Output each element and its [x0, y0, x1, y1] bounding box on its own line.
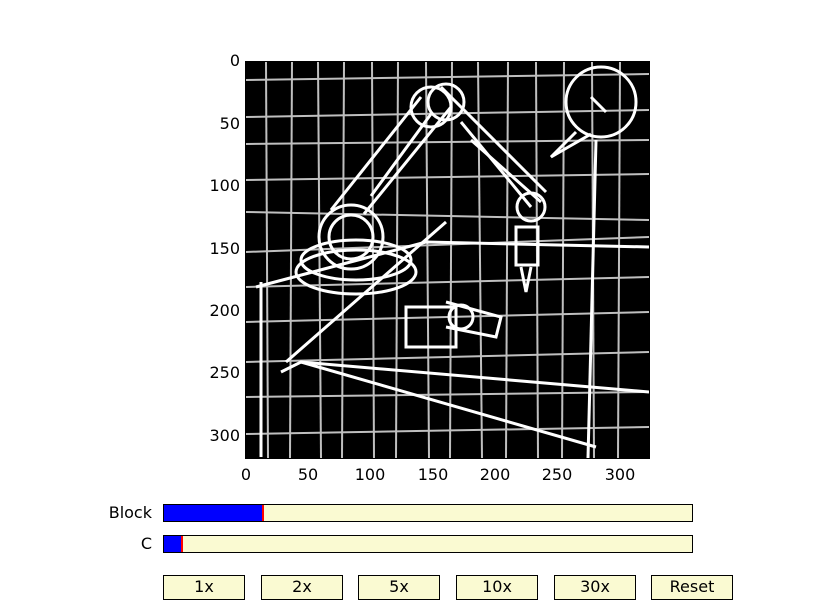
ytick-label: 0	[229, 51, 240, 70]
xtick-label: 250	[541, 465, 573, 484]
edge-image	[246, 62, 649, 458]
zoom-5x-button[interactable]: 5x	[358, 575, 440, 600]
image-plot	[245, 61, 650, 459]
block-slider-fill	[164, 505, 262, 521]
zoom-2x-button[interactable]: 2x	[261, 575, 343, 600]
block-slider-handle[interactable]	[262, 505, 264, 521]
ytick-label: 150	[209, 239, 240, 258]
block-slider[interactable]	[163, 504, 693, 522]
ytick-label: 100	[209, 176, 240, 195]
zoom-1x-button[interactable]: 1x	[163, 575, 245, 600]
c-slider[interactable]	[163, 535, 693, 553]
c-slider-fill	[164, 536, 181, 552]
ytick-label: 50	[219, 114, 240, 133]
c-slider-label: C	[140, 534, 152, 553]
zoom-30x-button[interactable]: 30x	[554, 575, 636, 600]
c-slider-handle[interactable]	[181, 536, 183, 552]
block-slider-label: Block	[108, 503, 152, 522]
xtick-label: 0	[240, 465, 252, 484]
ytick-label: 200	[209, 301, 240, 320]
xtick-label: 300	[604, 465, 636, 484]
xtick-label: 100	[354, 465, 386, 484]
xtick-label: 150	[417, 465, 449, 484]
reset-button[interactable]: Reset	[651, 575, 733, 600]
ytick-label: 250	[209, 363, 240, 382]
ytick-label: 300	[209, 426, 240, 445]
xtick-label: 50	[297, 465, 319, 484]
xtick-label: 200	[479, 465, 511, 484]
zoom-10x-button[interactable]: 10x	[456, 575, 538, 600]
